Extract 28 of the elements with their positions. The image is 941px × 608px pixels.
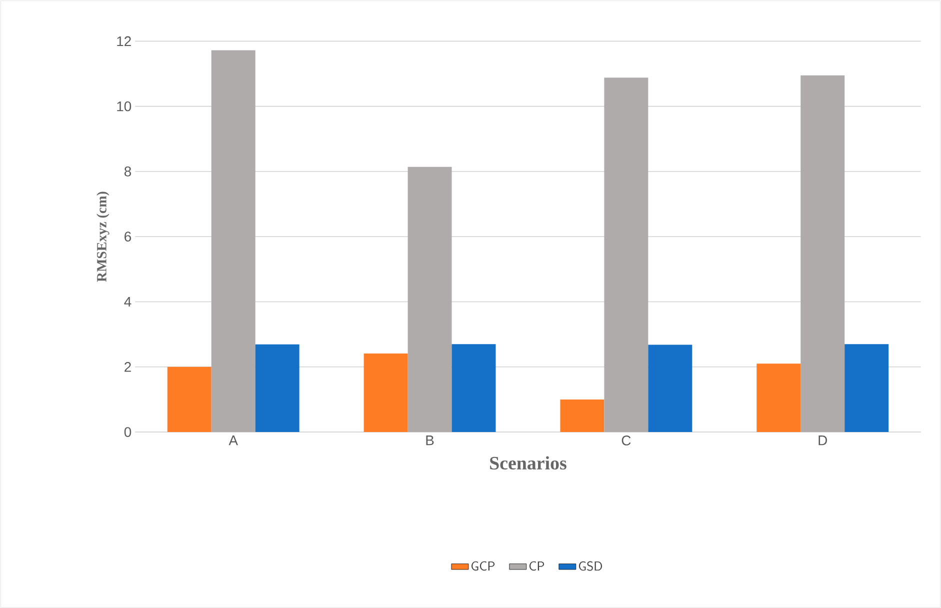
x-tick-label: C bbox=[622, 435, 631, 446]
y-tick-label: 8 bbox=[124, 166, 132, 176]
y-tick-label: 10 bbox=[117, 101, 132, 112]
y-axis-title: RMSExyz (cm) bbox=[96, 192, 110, 282]
legend-label: CP bbox=[529, 561, 544, 571]
y-tick-label: 2 bbox=[124, 362, 131, 372]
x-axis-title: Scenarios bbox=[490, 456, 566, 470]
bar bbox=[255, 344, 300, 432]
bar bbox=[844, 344, 889, 432]
y-tick-label: 0 bbox=[124, 427, 132, 437]
y-tick-label: 4 bbox=[124, 296, 132, 306]
bar bbox=[648, 344, 692, 432]
bar bbox=[364, 353, 408, 432]
legend-label: GSD bbox=[578, 561, 602, 571]
bar bbox=[800, 75, 845, 432]
bar bbox=[167, 366, 212, 432]
bar bbox=[560, 399, 604, 432]
x-tick-label: B bbox=[426, 435, 434, 446]
bar bbox=[211, 50, 256, 432]
y-tick-label: 12 bbox=[117, 36, 131, 46]
y-tick-label: 6 bbox=[124, 232, 132, 242]
bar bbox=[408, 166, 452, 432]
bar bbox=[604, 78, 648, 432]
bar bbox=[452, 344, 496, 432]
legend-label: GCP bbox=[472, 561, 495, 571]
x-tick-label: A bbox=[228, 435, 238, 446]
x-tick-label: D bbox=[818, 435, 827, 446]
bar bbox=[756, 364, 801, 432]
